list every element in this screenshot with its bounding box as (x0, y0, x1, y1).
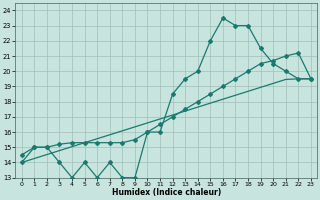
X-axis label: Humidex (Indice chaleur): Humidex (Indice chaleur) (112, 188, 221, 197)
